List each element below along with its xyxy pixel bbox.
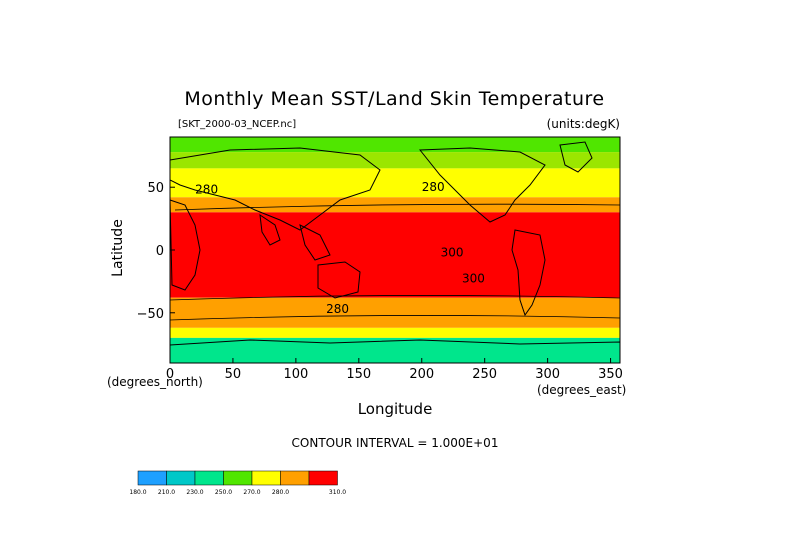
band-270-2 xyxy=(170,168,620,198)
landmass-outline xyxy=(259,213,281,246)
colorbar-label-210.0: 210.0 xyxy=(158,489,175,496)
landmass-outline xyxy=(511,229,546,317)
contour-interval-text: CONTOUR INTERVAL = 1.000E+01 xyxy=(291,436,499,450)
y-axis-label: Latitude xyxy=(110,219,126,277)
colorbar: 180.0 210.0 230.0 250.0 270.0 280.0 310.0 xyxy=(129,470,346,496)
band-270-6 xyxy=(170,327,620,338)
contour-label-1: 280 xyxy=(422,180,445,194)
y-unit-label: (degrees_north) xyxy=(107,375,203,389)
x-tick-label-250: 250 xyxy=(472,367,497,382)
contour-line xyxy=(169,315,621,321)
x-tick-label-100: 100 xyxy=(283,367,308,382)
band-300-4 xyxy=(170,212,620,298)
landmass-outline xyxy=(169,147,381,231)
band-280-5 xyxy=(170,297,620,328)
colorbar-label-230.0: 230.0 xyxy=(186,489,203,496)
contour-label-0: 280 xyxy=(195,183,218,197)
colorbar-swatch-5 xyxy=(280,470,310,486)
landmass-outline xyxy=(169,199,201,291)
band-230-7 xyxy=(170,337,620,363)
contour-label-3: 300 xyxy=(462,272,485,286)
source-file-label: [SKT_2000-03_NCEP.nc] xyxy=(178,119,297,130)
y-tick-label--50: −50 xyxy=(137,307,164,322)
landmass-outline xyxy=(559,141,593,173)
x-tick-label-300: 300 xyxy=(535,367,560,382)
contour-label-2: 300 xyxy=(441,245,464,259)
colorbar-swatch-2 xyxy=(194,470,224,486)
colorbar-label-250.0: 250.0 xyxy=(215,489,232,496)
contour-line xyxy=(169,295,621,301)
colorbar-label-180.0: 180.0 xyxy=(129,489,146,496)
y-tick-label-0: 0 xyxy=(156,244,164,259)
x-tick-label-150: 150 xyxy=(346,367,371,382)
units-label: (units:degK) xyxy=(546,117,620,131)
landmass-outline xyxy=(317,261,361,299)
colorbar-label-310.0: 310.0 xyxy=(329,489,346,496)
colorbar-swatch-1 xyxy=(166,470,196,486)
temperature-bands xyxy=(170,137,620,363)
colorbar-swatch-0 xyxy=(137,470,167,486)
colorbar-label-280.0: 280.0 xyxy=(272,489,289,496)
x-tick-label-200: 200 xyxy=(409,367,434,382)
colorbar-label-270.0: 270.0 xyxy=(243,489,260,496)
chart-title: Monthly Mean SST/Land Skin Temperature xyxy=(184,88,605,110)
x-tick-label-50: 50 xyxy=(225,367,242,382)
contour-line xyxy=(174,203,621,211)
x-tick-label-350: 350 xyxy=(598,367,623,382)
coastline-outlines xyxy=(169,141,621,364)
band-260-1 xyxy=(170,152,620,169)
colorbar-swatch-3 xyxy=(223,470,253,486)
x-tick-label-0: 0 xyxy=(166,367,174,382)
axis-ticks: 0 50 100 150 200 250 300 350 50 0 −50 xyxy=(137,181,623,382)
landmass-outline xyxy=(299,224,331,261)
contour-labels: 280 280 300 300 280 xyxy=(195,180,485,316)
y-tick-label-50: 50 xyxy=(147,181,164,196)
x-unit-label: (degrees_east) xyxy=(537,383,627,397)
contour-label-4: 280 xyxy=(326,302,349,316)
x-axis-label: Longitude xyxy=(357,400,433,418)
colorbar-swatch-4 xyxy=(251,470,281,486)
colorbar-swatch-6 xyxy=(308,470,338,486)
landmass-outline xyxy=(418,147,546,223)
